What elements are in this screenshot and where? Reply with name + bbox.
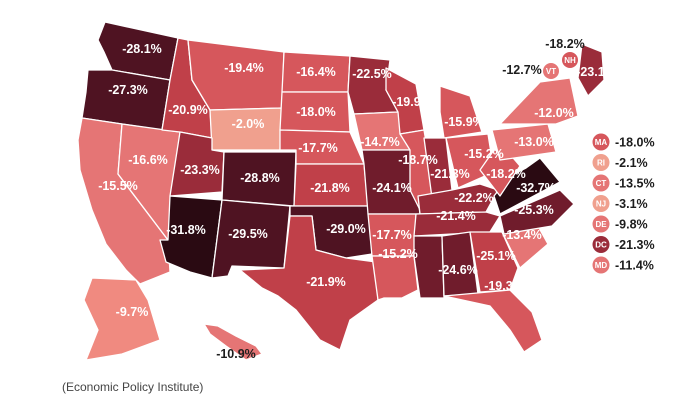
state-value-pa: -13.0%	[514, 135, 554, 149]
legend-value-ri: -2.1%	[615, 156, 648, 170]
state-value-ca: -15.5%	[98, 179, 138, 193]
legend-value-ma: -18.0%	[615, 136, 655, 150]
state-la	[371, 255, 419, 301]
state-value-sc: -13.4%	[502, 228, 542, 242]
legend-abbr-ct: CT	[596, 179, 607, 188]
state-value-ms: -24.6%	[438, 263, 478, 277]
state-nc	[499, 189, 575, 235]
state-ga	[469, 231, 519, 293]
state-value-me: -23.1%	[576, 65, 616, 79]
legend-abbr-dc: DC	[595, 241, 607, 250]
state-ny	[499, 77, 579, 125]
state-value-mt: -19.4%	[224, 61, 264, 75]
state-value-nc: -25.3%	[514, 203, 554, 217]
state-value-co: -28.8%	[240, 171, 280, 185]
callout-abbr-nh: NH	[564, 56, 576, 65]
state-value-ia: -14.7%	[360, 135, 400, 149]
legend-abbr-ri: RI	[597, 159, 605, 168]
state-value-mi: -15.9%	[444, 115, 484, 129]
callout-badge-nh	[562, 52, 578, 68]
legend-badge-nj	[592, 195, 610, 212]
state-value-tx: -21.9%	[306, 275, 346, 289]
state-value-hi: -10.9%	[216, 347, 256, 361]
state-tx	[239, 215, 379, 351]
state-ak	[83, 277, 161, 361]
state-value-wa: -28.1%	[122, 42, 162, 56]
state-value-mo: -24.1%	[372, 181, 412, 195]
state-wv	[479, 149, 521, 197]
state-value-al: -25.1%	[476, 249, 516, 263]
state-value-or: -27.3%	[108, 83, 148, 97]
state-tn	[413, 211, 501, 237]
state-value-wi: -19.9%	[392, 95, 432, 109]
state-value-ok: -29.0%	[326, 222, 366, 236]
source-credit: (Economic Policy Institute)	[62, 380, 204, 394]
state-pa	[491, 123, 557, 161]
state-value-ny: -12.0%	[534, 106, 574, 120]
state-me	[577, 43, 605, 97]
state-value-ar: -17.7%	[372, 228, 412, 242]
state-value-az: -31.8%	[166, 223, 206, 237]
legend-value-nj: -3.1%	[615, 197, 648, 211]
state-value-va: -32.7%	[516, 181, 556, 195]
legend-badge-md	[592, 256, 610, 274]
legend-value-de: -9.8%	[615, 218, 648, 232]
state-value-ak: -9.7%	[116, 305, 149, 319]
legend-badge-dc	[592, 236, 610, 253]
legend-value-md: -11.4%	[615, 259, 654, 273]
state-value-oh: -15.2%	[464, 147, 504, 161]
state-value-wy: -2.0%	[232, 117, 265, 131]
state-value-ga: -19.3%	[484, 279, 524, 293]
legend-badge-ct	[592, 174, 610, 192]
legend-abbr-ma: MA	[595, 138, 608, 147]
legend-badge-ma	[592, 133, 610, 151]
legend-abbr-md: MD	[595, 261, 608, 270]
state-value-id: -20.9%	[168, 103, 208, 117]
state-value-nv: -16.6%	[128, 153, 168, 167]
state-ms	[413, 235, 445, 299]
state-value-mn: -22.5%	[352, 67, 392, 81]
state-value-in: -21.3%	[430, 167, 470, 181]
legend-badge-ri	[592, 154, 610, 171]
callout-abbr-vt: VT	[546, 67, 556, 76]
state-mi	[439, 85, 483, 139]
state-fl	[443, 289, 543, 353]
labels-layer: -28.1% -27.3% -15.5% -16.6% -20.9% -19.4% -2.0…	[98, 37, 616, 361]
state-hi	[203, 323, 263, 361]
state-value-la: -15.2%	[378, 247, 418, 261]
us-state-map: -28.1% -27.3% -15.5% -16.6% -20.9% -19.4% -2.0…	[77, 21, 655, 361]
callout-value-vt: -12.7%	[502, 63, 542, 77]
state-value-ut: -23.3%	[180, 163, 220, 177]
state-value-ks: -21.8%	[310, 181, 350, 195]
state-value-wv: -18.2%	[486, 167, 526, 181]
state-value-nm: -29.5%	[228, 227, 268, 241]
state-value-ky: -22.2%	[454, 191, 494, 205]
callout-badge-vt	[543, 63, 559, 79]
state-value-ne: -17.7%	[298, 141, 338, 155]
states-layer	[77, 21, 605, 361]
legend-badge-de	[592, 215, 610, 233]
legend-abbr-de: DE	[595, 220, 607, 229]
state-value-il: -18.7%	[398, 153, 438, 167]
state-value-tn: -21.4%	[436, 209, 476, 223]
legend-abbr-nj: NJ	[596, 200, 606, 209]
legend-value-ct: -13.5%	[615, 177, 655, 191]
state-value-sd: -18.0%	[296, 105, 336, 119]
legend-value-dc: -21.3%	[615, 238, 655, 252]
state-value-nd: -16.4%	[296, 65, 336, 79]
small-states-legend: MA -18.0% RI -2.1% CT -13.5% NJ -3.1% DE -9.8% DC -…	[592, 133, 655, 274]
callout-value-nh: -18.2%	[545, 37, 585, 51]
